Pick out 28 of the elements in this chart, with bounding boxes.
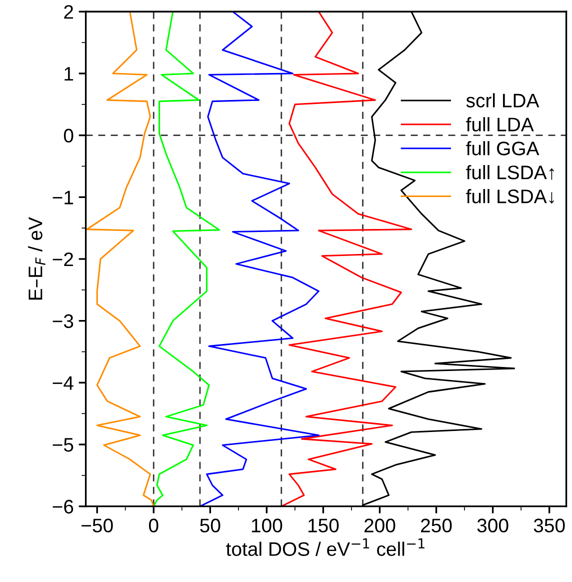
x-tick-label: 0 xyxy=(148,518,158,532)
y-tick-label: −6 xyxy=(52,500,74,514)
y-tick-label: 1 xyxy=(64,67,74,81)
line-series xyxy=(280,12,412,506)
legend-label: scrl LDA xyxy=(466,93,540,108)
x-tick-label: 100 xyxy=(252,518,282,532)
x-tick-label: 300 xyxy=(477,518,508,532)
y-tick-label: −1 xyxy=(52,190,74,204)
legend-label: full LDA xyxy=(466,117,534,132)
x-tick-label: 250 xyxy=(421,518,452,532)
x-tick-label: 350 xyxy=(534,518,565,532)
legend-label: full LSDA↑ xyxy=(466,165,554,180)
legend-label: full GGA xyxy=(466,141,540,156)
x-tick-label: 150 xyxy=(308,518,339,532)
y-tick-label: 0 xyxy=(64,128,74,143)
y-tick-label: −4 xyxy=(52,376,74,390)
y-tick-label: −2 xyxy=(52,252,74,266)
y-tick-label: −5 xyxy=(52,438,74,452)
x-tick-label: 50 xyxy=(200,518,220,532)
x-tick-label: 200 xyxy=(364,518,396,532)
x-axis-title: total DOS / eV$^{−1}$ cell$^{−1}$ xyxy=(226,538,424,556)
line-series xyxy=(199,12,320,506)
line-series xyxy=(152,12,220,506)
y-axis-title: E–E$_{F}$ / eV xyxy=(28,217,46,300)
legend-label: full LSDA↓ xyxy=(466,189,554,204)
x-tick-label: −50 xyxy=(82,518,113,532)
y-tick-label: 2 xyxy=(64,5,74,19)
y-tick-label: −3 xyxy=(52,314,74,328)
